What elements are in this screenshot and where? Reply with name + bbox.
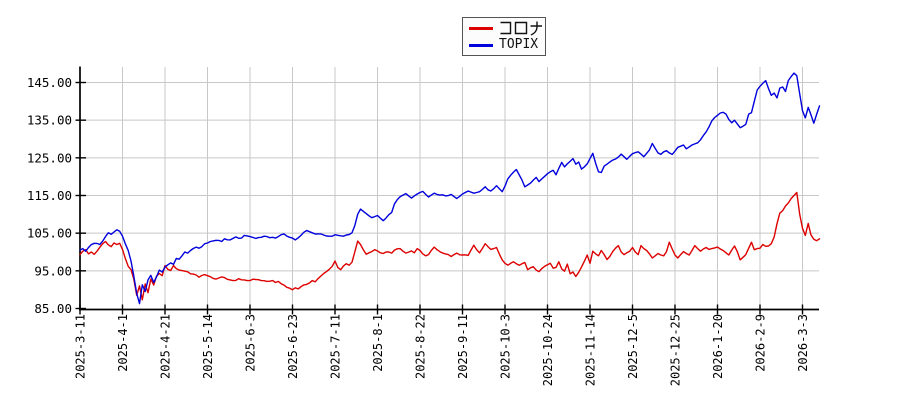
katakana-corona-glyphs: [500, 21, 542, 36]
x-tick-label: 2025-11-14: [584, 314, 598, 386]
legend-label-topix: TOPIX: [499, 37, 539, 52]
y-tick-label: 105.00: [27, 226, 72, 241]
x-tick-label: 2025-6-3: [244, 314, 258, 372]
x-tick-label: 2025-4-1: [116, 314, 130, 372]
legend-item-topix: TOPIX: [469, 37, 545, 53]
y-tick-label: 135.00: [27, 113, 72, 128]
x-tick-label: 2025-12-5: [626, 314, 640, 379]
topix-series-line: [79, 72, 821, 305]
y-tick-label: 145.00: [27, 75, 72, 90]
x-tick-label: 2025-6-23: [286, 314, 300, 379]
topix-line-swatch: [469, 43, 493, 47]
x-tick-label: 2025-3-11: [74, 314, 88, 379]
y-tick-label: 95.00: [34, 263, 72, 278]
x-tick-label: 2026-1-20: [711, 314, 725, 379]
x-tick-label: 2025-10-24: [541, 314, 555, 386]
legend-label-corona: コロナ: [499, 20, 543, 36]
legend: コロナ TOPIX: [462, 17, 546, 56]
x-tick-label: 2025-9-11: [456, 314, 470, 379]
legend-item-corona: コロナ: [469, 20, 545, 36]
x-tick-label: 2026-2-9: [754, 314, 768, 372]
x-tick-label: 2025-8-22: [414, 314, 428, 379]
corona-line-swatch: [469, 26, 493, 30]
y-tick-label: 115.00: [27, 188, 72, 203]
x-tick-label: 2025-7-11: [329, 314, 343, 379]
x-tick-label: 2025-10-3: [499, 314, 513, 379]
x-tick-label: 2025-5-14: [201, 314, 215, 379]
x-tick-label: 2025-12-25: [669, 314, 683, 386]
y-tick-label: 85.00: [34, 301, 72, 316]
corona-series-line: [79, 191, 821, 301]
x-tick-label: 2025-8-1: [371, 314, 385, 372]
y-tick-label: 125.00: [27, 150, 72, 165]
x-tick-label: 2026-3-3: [796, 314, 810, 372]
x-tick-label: 2025-4-21: [159, 314, 173, 379]
